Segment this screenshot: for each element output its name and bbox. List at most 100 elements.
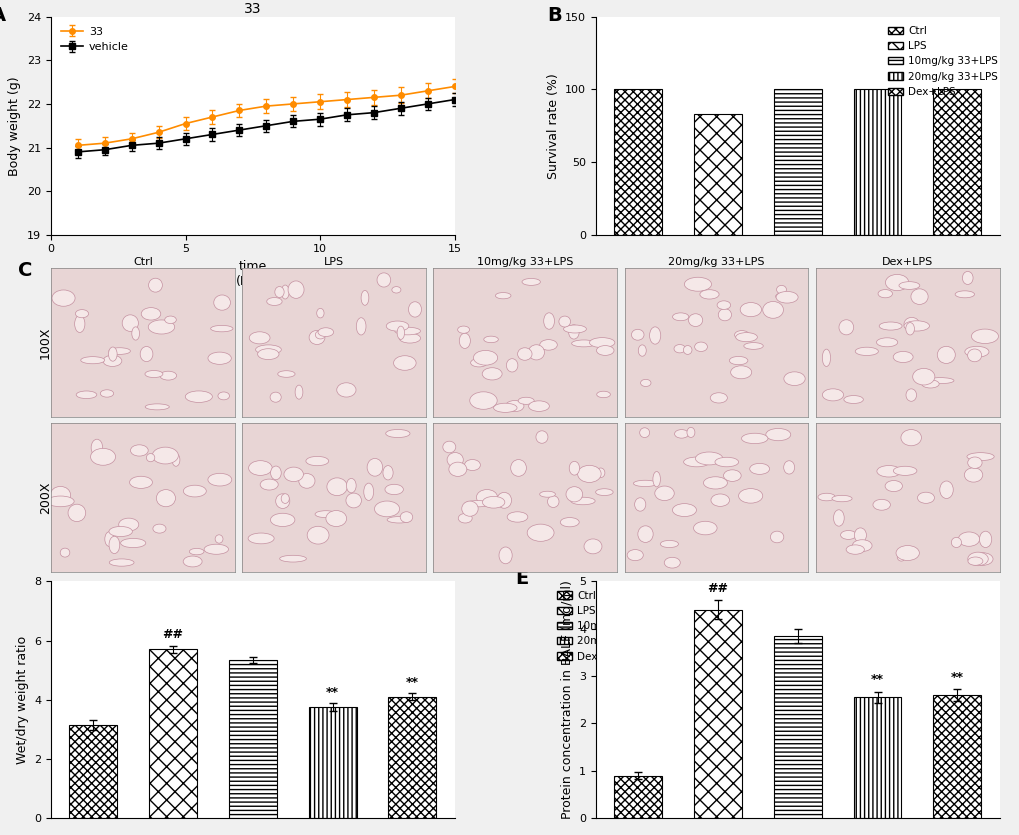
Y-axis label: Body weight (g): Body weight (g) [8, 76, 21, 175]
Ellipse shape [877, 290, 892, 298]
Ellipse shape [775, 286, 786, 294]
Ellipse shape [659, 540, 678, 548]
Ellipse shape [730, 366, 751, 379]
Ellipse shape [249, 461, 272, 475]
Ellipse shape [172, 453, 179, 466]
Ellipse shape [905, 322, 914, 335]
Ellipse shape [631, 329, 643, 340]
Ellipse shape [74, 316, 85, 332]
Ellipse shape [270, 392, 281, 402]
Ellipse shape [386, 321, 409, 331]
Ellipse shape [140, 347, 153, 362]
Ellipse shape [148, 320, 174, 334]
Bar [613, 776, 661, 818]
Ellipse shape [951, 538, 961, 548]
Ellipse shape [674, 345, 685, 353]
Ellipse shape [345, 493, 361, 508]
Ellipse shape [967, 557, 982, 565]
Title: Dex+LPS: Dex+LPS [881, 257, 932, 267]
Ellipse shape [852, 539, 871, 552]
Ellipse shape [703, 477, 727, 489]
Ellipse shape [505, 359, 518, 372]
Ellipse shape [958, 532, 978, 546]
Ellipse shape [639, 428, 649, 438]
Ellipse shape [893, 466, 916, 475]
Ellipse shape [277, 371, 294, 377]
Ellipse shape [569, 461, 579, 475]
Bar [773, 89, 821, 235]
Ellipse shape [153, 524, 166, 533]
Ellipse shape [839, 320, 853, 335]
Ellipse shape [60, 548, 69, 557]
Ellipse shape [266, 297, 282, 306]
Ellipse shape [686, 428, 694, 438]
Ellipse shape [903, 317, 918, 331]
Ellipse shape [258, 349, 279, 360]
Ellipse shape [884, 275, 908, 291]
Text: B: B [547, 6, 561, 25]
Ellipse shape [875, 338, 897, 347]
Ellipse shape [214, 295, 230, 311]
Ellipse shape [448, 462, 467, 477]
Ellipse shape [364, 483, 373, 500]
Ellipse shape [884, 480, 902, 492]
Ellipse shape [149, 278, 162, 292]
Ellipse shape [152, 447, 178, 464]
Ellipse shape [309, 331, 325, 345]
Ellipse shape [535, 431, 547, 443]
Ellipse shape [270, 466, 281, 480]
Title: 10mg/kg 33+LPS: 10mg/kg 33+LPS [477, 257, 573, 267]
Ellipse shape [396, 326, 405, 339]
Ellipse shape [326, 478, 346, 496]
Title: LPS: LPS [324, 257, 343, 267]
Ellipse shape [356, 318, 366, 335]
Ellipse shape [518, 397, 534, 404]
Ellipse shape [688, 314, 702, 326]
Ellipse shape [722, 470, 741, 482]
Ellipse shape [840, 530, 856, 539]
Title: Ctrl: Ctrl [132, 257, 153, 267]
Ellipse shape [963, 468, 981, 482]
X-axis label: time
(Day): time (Day) [235, 260, 270, 288]
Bar [309, 707, 357, 818]
Ellipse shape [684, 277, 711, 291]
Ellipse shape [68, 504, 86, 522]
Ellipse shape [279, 555, 306, 562]
Ellipse shape [749, 463, 769, 474]
Ellipse shape [91, 448, 115, 465]
Ellipse shape [493, 403, 517, 412]
Ellipse shape [218, 392, 229, 400]
Ellipse shape [122, 315, 139, 331]
Ellipse shape [109, 559, 133, 566]
Ellipse shape [547, 496, 558, 508]
Ellipse shape [511, 459, 526, 476]
Ellipse shape [346, 478, 356, 493]
Y-axis label: 200X: 200X [39, 481, 52, 514]
Bar [693, 114, 741, 235]
Text: ##: ## [707, 581, 728, 595]
Ellipse shape [190, 549, 204, 554]
Ellipse shape [215, 534, 223, 544]
Ellipse shape [774, 293, 790, 300]
Ellipse shape [384, 484, 403, 494]
Ellipse shape [954, 291, 973, 298]
Ellipse shape [709, 392, 727, 403]
Ellipse shape [482, 496, 504, 509]
Ellipse shape [464, 459, 480, 471]
Text: C: C [18, 261, 33, 280]
Ellipse shape [393, 356, 416, 370]
Ellipse shape [539, 491, 555, 497]
Title: 33: 33 [244, 2, 261, 16]
Ellipse shape [833, 509, 844, 526]
Ellipse shape [527, 524, 553, 541]
Ellipse shape [382, 466, 392, 480]
Ellipse shape [458, 514, 472, 523]
Bar [149, 650, 197, 818]
Ellipse shape [185, 391, 212, 402]
Ellipse shape [109, 536, 119, 554]
Ellipse shape [315, 511, 336, 518]
Ellipse shape [878, 322, 901, 330]
Ellipse shape [150, 282, 158, 289]
Legend: Ctrl, LPS, 10mg/kg 33+LPS, 20mg/kg 33+LPS, Dex+LPS: Ctrl, LPS, 10mg/kg 33+LPS, 20mg/kg 33+LP… [552, 586, 671, 665]
Ellipse shape [260, 479, 278, 490]
